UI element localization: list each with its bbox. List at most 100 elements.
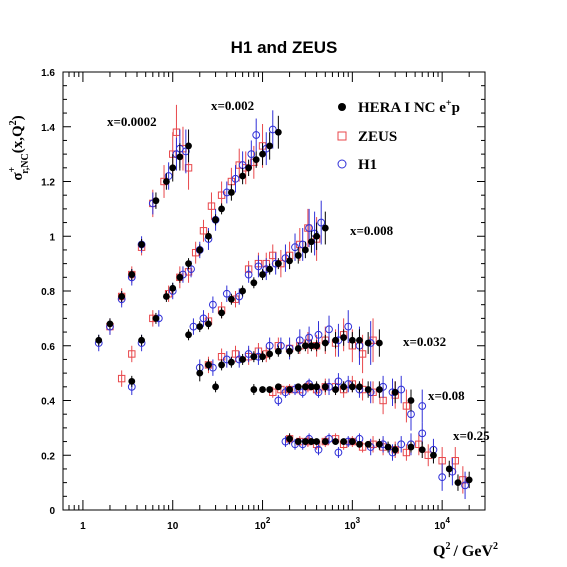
hera-point — [375, 386, 383, 393]
bin-label: x=0.008 — [350, 223, 394, 238]
hera-point — [218, 309, 225, 317]
y-tick-label: 0 — [49, 506, 55, 517]
h1-point — [397, 440, 406, 449]
x-tick-label: 102 — [255, 516, 271, 532]
h1-point — [254, 262, 263, 271]
h1-point — [344, 322, 353, 331]
zeus-point — [128, 350, 136, 358]
hera-point — [196, 369, 204, 377]
y-axis-label-sub: r,NC — [20, 153, 31, 173]
hera-point — [205, 361, 212, 369]
y-tick-label: 0.4 — [41, 397, 55, 408]
axes: 0 0.2 0.4 0.6 0.8 1 1.2 1.4 1.6 1 10 102 103 104 — [41, 68, 486, 532]
hera-point — [286, 435, 293, 443]
y-tick-label: 0.2 — [41, 451, 55, 462]
hera-point — [274, 260, 282, 268]
hera-point — [307, 238, 315, 246]
h1-point — [397, 385, 406, 394]
zeus-point — [184, 164, 193, 172]
bin-label: x=0.002 — [211, 98, 254, 113]
hera-point — [375, 440, 383, 448]
hera-point — [259, 386, 266, 393]
h1-point — [295, 336, 304, 345]
h1-point — [305, 224, 314, 232]
hera-point — [332, 386, 339, 393]
y-tick-label: 1.6 — [41, 68, 55, 79]
hera-point — [185, 142, 192, 150]
h1-point — [461, 481, 469, 490]
hera-point — [274, 128, 282, 136]
hera-point — [307, 342, 315, 350]
hera-point — [196, 246, 204, 254]
hera-point — [266, 265, 274, 273]
legend-marker-h1 — [337, 159, 347, 169]
hera-point — [266, 386, 274, 393]
hera-point — [321, 383, 329, 391]
hera-point — [212, 216, 219, 224]
hera-point — [169, 164, 177, 172]
x-tick-label: 1 — [80, 521, 86, 532]
hera-point — [176, 273, 184, 281]
hera-point — [128, 271, 136, 278]
legend: HERA I NC e+p ZEUS H1 — [337, 98, 460, 173]
hera-point — [430, 451, 437, 459]
hera-point — [274, 383, 282, 391]
h1-point — [199, 314, 208, 323]
hera-point — [407, 443, 415, 451]
hera-point — [227, 295, 235, 303]
hera-point — [348, 336, 356, 344]
legend-label: ZEUS — [358, 129, 397, 145]
hera-point — [274, 347, 282, 355]
h1-point — [314, 330, 323, 339]
hera-point — [313, 232, 321, 240]
hera-point — [301, 246, 309, 254]
hera-point — [364, 386, 372, 393]
hera-point — [301, 383, 309, 391]
x-axis-label-unit: / GeV — [452, 543, 493, 560]
hera-point — [118, 293, 126, 300]
y-tick-label: 0.8 — [41, 287, 55, 298]
y-axis-label-sup: + — [7, 166, 18, 172]
hera-point — [227, 358, 235, 366]
hera-point — [162, 293, 170, 300]
hera-point — [227, 189, 235, 196]
zeus-point — [231, 350, 240, 358]
h1-point — [438, 473, 447, 482]
h1-point — [274, 396, 283, 405]
hera-point — [364, 440, 372, 448]
hera-point — [196, 323, 204, 330]
h1-point — [305, 333, 314, 342]
h1-point — [247, 150, 256, 159]
hera-point — [301, 438, 309, 445]
hera-point — [250, 279, 258, 287]
hera-point — [162, 178, 170, 185]
zeus-point — [117, 374, 126, 383]
hera-point — [185, 260, 192, 268]
zeus-point — [207, 202, 216, 210]
x-tick-label: 103 — [345, 516, 361, 532]
hera-point — [454, 479, 462, 487]
x-tick-label: 10 — [167, 521, 179, 532]
hera-point — [266, 350, 274, 358]
hera-point — [332, 438, 339, 445]
hera-point — [340, 334, 348, 341]
legend-label: H1 — [358, 157, 377, 173]
h1-point — [244, 270, 253, 279]
hera-point — [239, 356, 247, 363]
x-axis-label-main: Q — [433, 543, 445, 560]
h1-point — [334, 448, 343, 457]
hera-point — [356, 383, 363, 391]
y-axis-label: σ+ r,NC(x,Q2) — [7, 115, 31, 180]
chart-title: H1 and ZEUS — [231, 38, 338, 57]
legend-marker-hera — [338, 103, 346, 111]
hera-point — [259, 150, 266, 158]
hera-point — [356, 440, 363, 448]
hera-point — [218, 361, 225, 369]
hera-point — [239, 287, 247, 295]
hera-point — [348, 438, 356, 445]
h1-point — [334, 377, 343, 386]
hera-point — [391, 388, 399, 396]
h1-point — [325, 325, 333, 334]
hera-point — [465, 476, 473, 484]
legend-marker-zeus — [337, 131, 347, 141]
